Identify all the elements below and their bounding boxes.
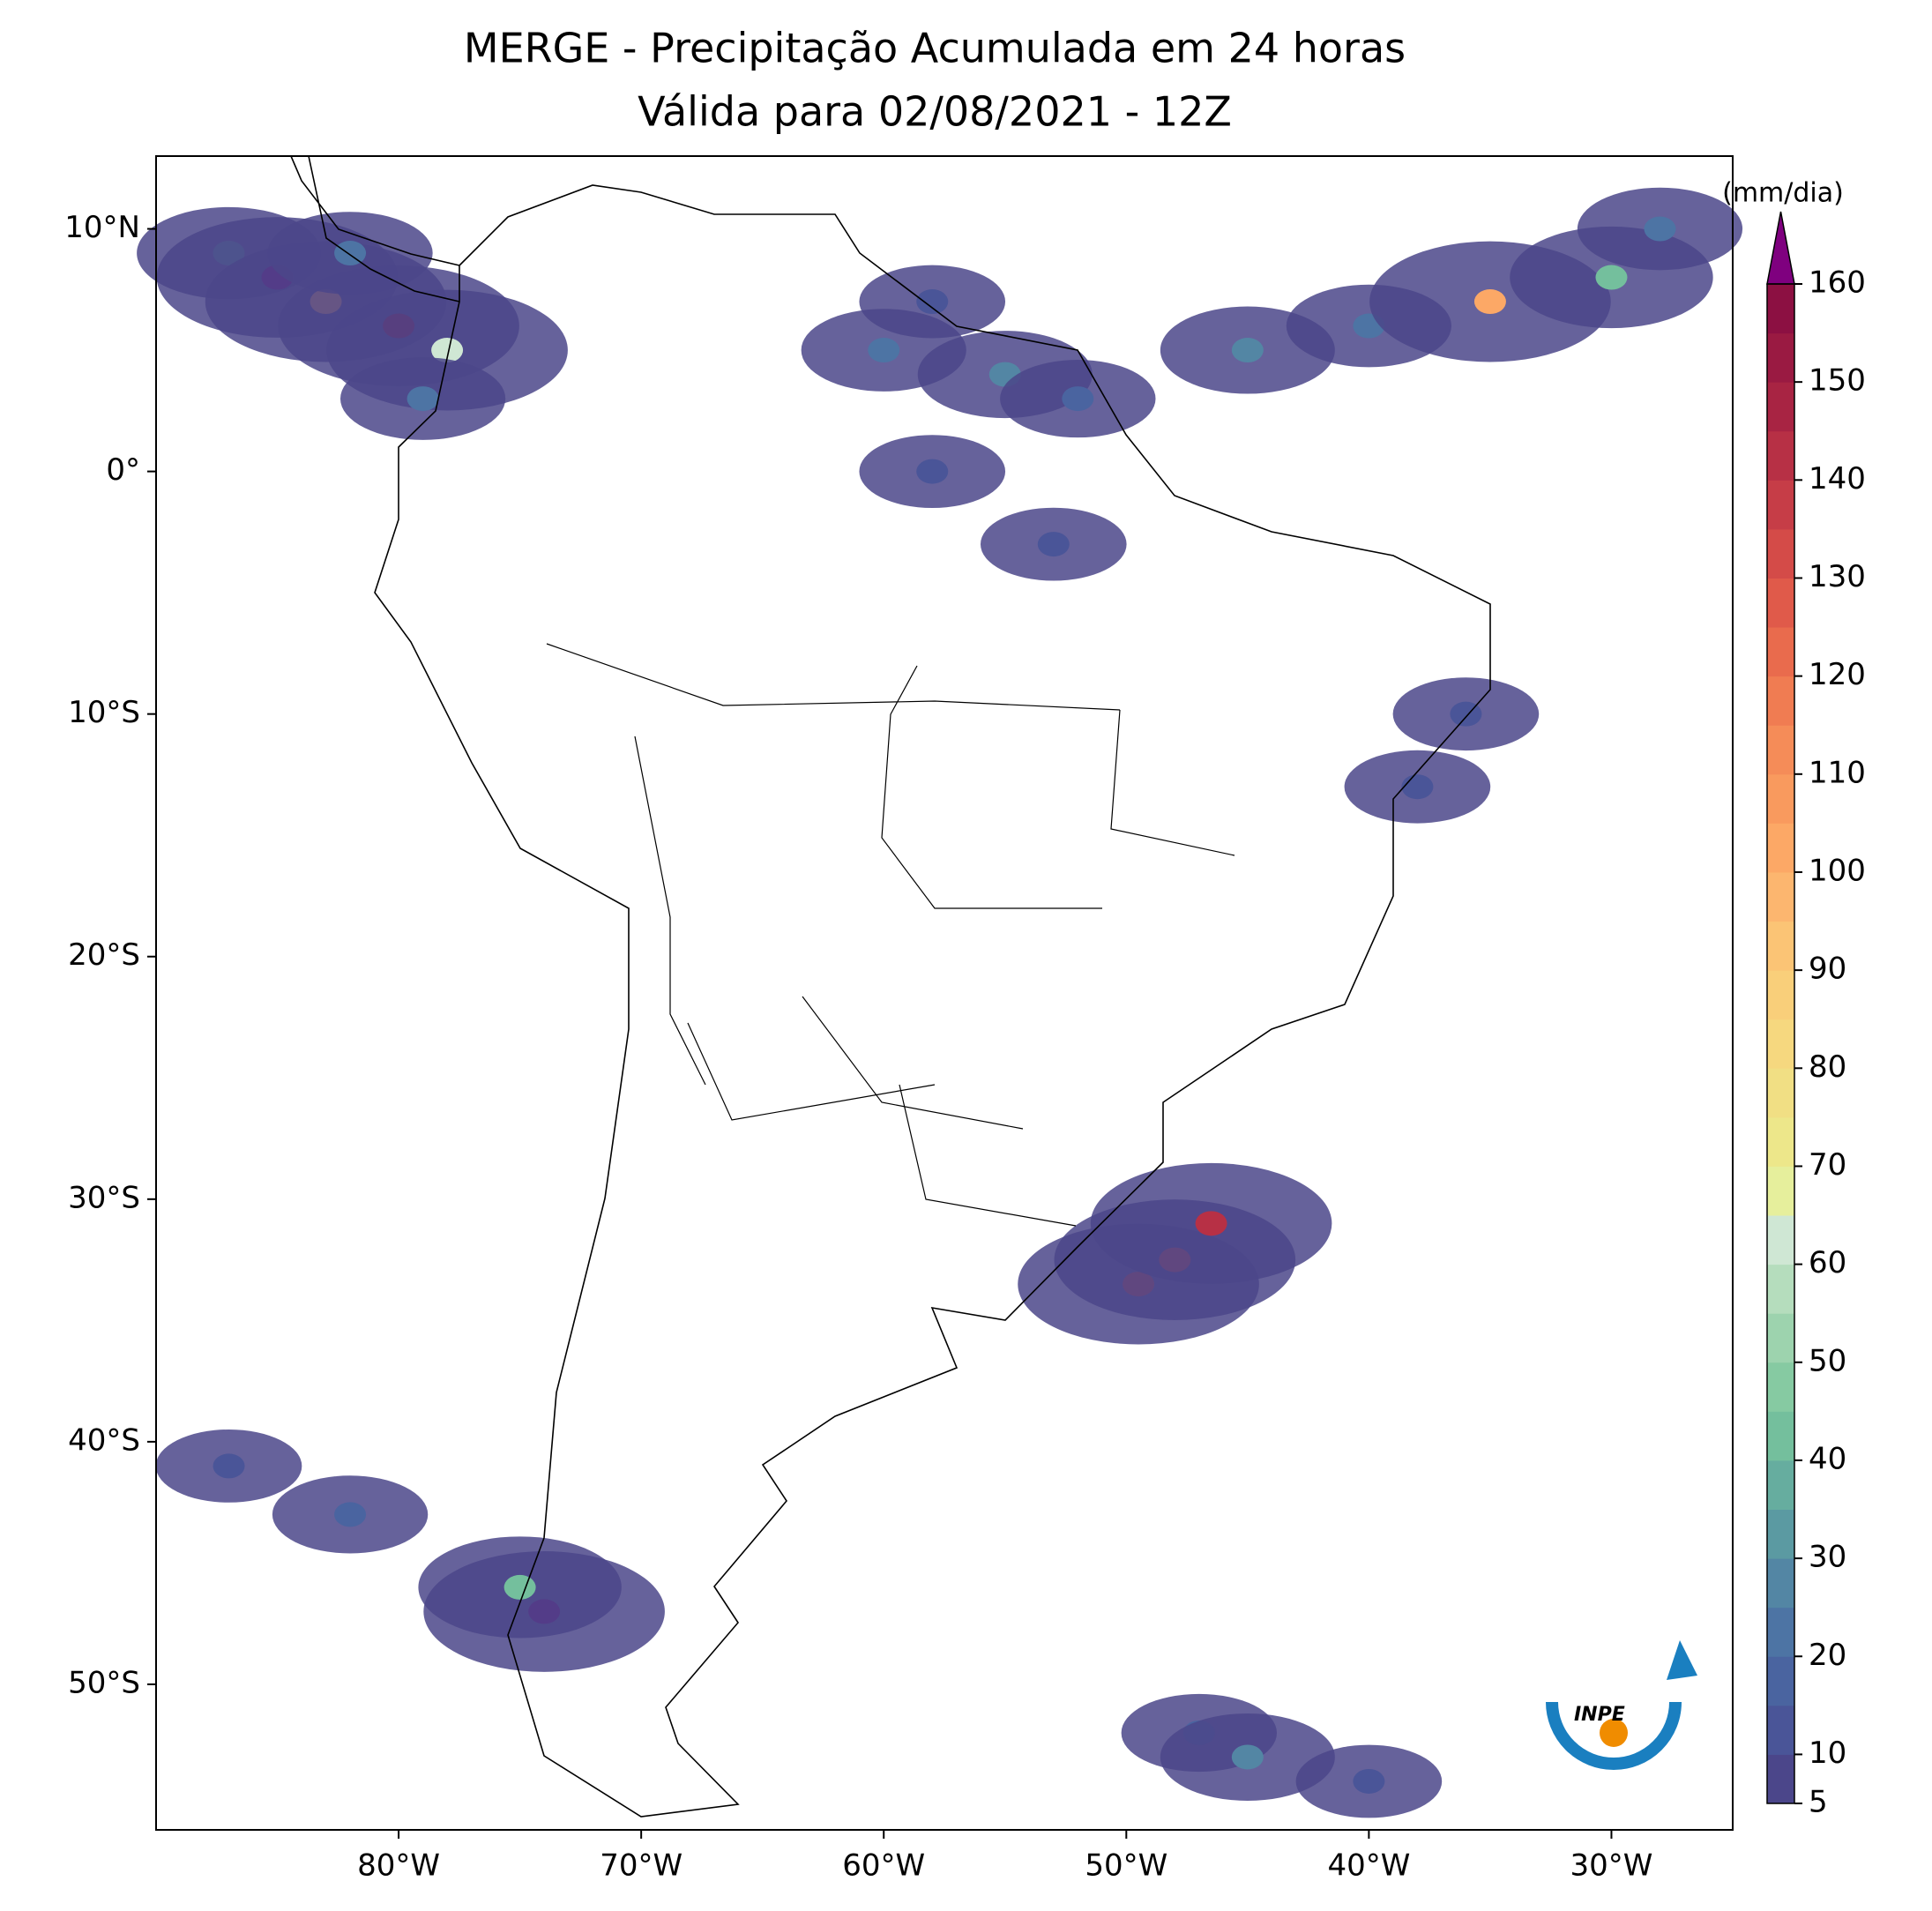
colorbar-tick-label: 80	[1809, 1049, 1846, 1085]
colorbar-tick-label: 110	[1809, 755, 1866, 790]
colorbar-tick-label: 30	[1809, 1540, 1846, 1575]
precipitation-cell	[334, 1502, 367, 1527]
y-tick-label: 0°	[106, 452, 140, 488]
y-tick-label: 40°S	[68, 1422, 140, 1458]
colorbar-band	[1767, 871, 1794, 922]
colorbar-band	[1767, 1116, 1794, 1167]
precipitation-cell	[504, 1574, 536, 1600]
colorbar-tick-label: 60	[1809, 1245, 1846, 1280]
precipitation-cell	[868, 338, 900, 363]
colorbar-band	[1767, 1313, 1794, 1363]
colorbar-tick-label: 5	[1809, 1785, 1828, 1820]
y-tick-label: 20°S	[68, 937, 140, 973]
south-america-coast	[374, 184, 1491, 1818]
colorbar-tick-label: 120	[1809, 657, 1866, 692]
logo-text: INPE	[1574, 1704, 1625, 1726]
map-frame	[155, 155, 1734, 1831]
precipitation-cell	[1231, 1744, 1264, 1770]
y-tick-label: 50°S	[68, 1665, 140, 1700]
colorbar-tick-label: 160	[1809, 265, 1866, 301]
borders	[546, 643, 1235, 1227]
colorbar: 5 10 20 30 40 50 60 70 80 90 100 110 120 130 140 150 160	[1766, 211, 1866, 1820]
colorbar-band	[1767, 627, 1794, 677]
colorbar-band	[1767, 1754, 1794, 1804]
precipitation-cell	[407, 386, 439, 412]
colorbar-band	[1767, 725, 1794, 775]
precipitation-layer	[137, 187, 1743, 1818]
colorbar-tick-label: 50	[1809, 1343, 1846, 1378]
precipitation-cell	[916, 289, 949, 315]
colorbar-band	[1767, 1509, 1794, 1559]
colorbar-tick-label: 130	[1809, 559, 1866, 594]
colorbar-band	[1767, 1264, 1794, 1314]
colorbar-band	[1767, 1019, 1794, 1069]
logo-sun	[1600, 1719, 1628, 1747]
x-tick-label: 40°W	[1327, 1848, 1410, 1884]
colorbar-band	[1767, 284, 1794, 334]
y-tick-label: 30°S	[68, 1180, 140, 1215]
colorbar-band	[1767, 921, 1794, 971]
logo-arc	[1546, 1701, 1682, 1770]
precipitation-cell	[1595, 265, 1628, 290]
colorbar-band	[1767, 382, 1794, 432]
land-outline	[290, 155, 1491, 1818]
precipitation-cell	[1401, 774, 1434, 800]
colorbar-band	[1767, 1362, 1794, 1412]
x-tick-label: 70°W	[600, 1848, 683, 1884]
y-tick-label: 10°N	[64, 210, 140, 245]
inpe-logo: INPE	[1546, 1640, 1697, 1770]
colorbar-band	[1767, 1656, 1794, 1706]
colorbar-tick-label: 140	[1809, 461, 1866, 496]
x-tick-label: 60°W	[842, 1848, 925, 1884]
precipitation-cell	[1195, 1211, 1227, 1236]
colorbar-frame	[1766, 283, 1795, 1804]
colorbar-band	[1767, 970, 1794, 1020]
colorbar-band	[1767, 1166, 1794, 1216]
colorbar-band	[1767, 1068, 1794, 1118]
precipitation-cell	[1353, 1768, 1385, 1794]
precipitation-cell	[431, 338, 464, 363]
colorbar-band	[1767, 1215, 1794, 1265]
colorbar-band	[1767, 578, 1794, 628]
colorbar-band	[1767, 676, 1794, 726]
precipitation-cell	[1473, 289, 1506, 315]
colorbar-label: (mm/dia)	[1722, 178, 1844, 209]
colorbar-band	[1767, 480, 1794, 530]
colorbar-extend	[1766, 211, 1795, 285]
precipitation-cell	[334, 241, 367, 266]
colorbar-tick-label: 20	[1809, 1638, 1846, 1673]
chart-subtitle: Válida para 02/08/2021 - 12Z	[638, 88, 1232, 136]
precipitation-cell	[1231, 338, 1264, 363]
x-tick-label: 30°W	[1570, 1848, 1653, 1884]
colorbar-band	[1767, 332, 1794, 383]
central-america-coast	[290, 155, 460, 302]
axes-ticks: 80°W 70°W 60°W 50°W 40°W 30°W 10°N 0° 10°S 20°S 30…	[64, 210, 1652, 1883]
colorbar-tick-label: 70	[1809, 1147, 1846, 1183]
colorbar-band	[1767, 528, 1794, 579]
logo-arrow	[1667, 1640, 1697, 1680]
precipitation-cell	[916, 459, 949, 484]
x-tick-label: 80°W	[357, 1848, 440, 1884]
precipitation-cell	[1644, 216, 1676, 242]
colorbar-tick-label: 40	[1809, 1441, 1846, 1476]
colorbar-band	[1767, 1705, 1794, 1755]
precipitation-cell	[213, 1453, 245, 1479]
colorbar-tick-label: 150	[1809, 363, 1866, 399]
y-tick-label: 10°S	[68, 695, 140, 730]
colorbar-band	[1767, 1411, 1794, 1461]
colorbar-tick-label: 90	[1809, 952, 1846, 987]
colorbar-band	[1767, 1607, 1794, 1657]
colorbar-band	[1767, 773, 1794, 824]
precipitation-cell	[1062, 386, 1094, 412]
x-tick-label: 50°W	[1085, 1848, 1167, 1884]
precipitation-cell	[1037, 532, 1070, 557]
colorbar-band	[1767, 430, 1794, 481]
colorbar-tick-label: 10	[1809, 1736, 1846, 1771]
colorbar-band	[1767, 823, 1794, 873]
colorbar-band	[1767, 1459, 1794, 1511]
chart-title: MERGE - Precipitação Acumulada em 24 hor…	[464, 25, 1406, 72]
colorbar-band	[1767, 1558, 1794, 1609]
colorbar-tick-label: 100	[1809, 853, 1866, 888]
